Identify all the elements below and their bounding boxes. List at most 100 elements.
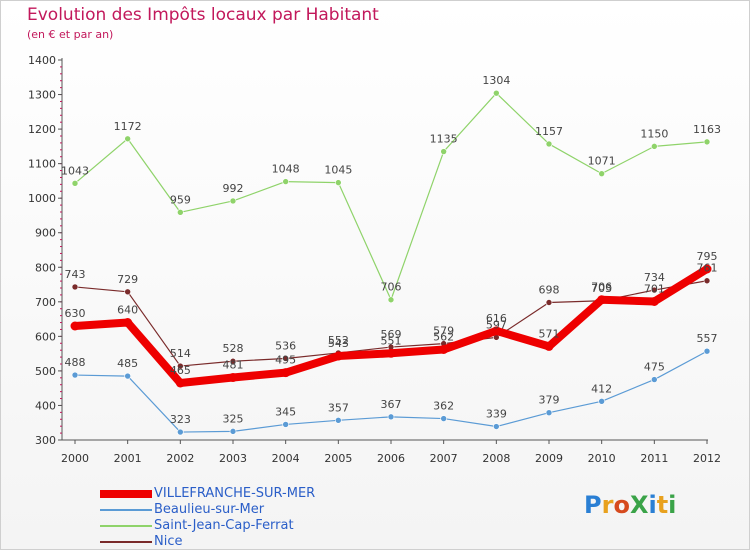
x-tick-label: 2000 xyxy=(61,452,89,465)
data-label-nice: 734 xyxy=(644,271,665,284)
point-nice xyxy=(282,355,289,362)
data-label-beaulieu-sur-mer: 379 xyxy=(539,394,560,407)
data-label-beaulieu-sur-mer: 357 xyxy=(328,401,349,414)
data-label-nice: 761 xyxy=(697,262,718,275)
data-label-nice: 579 xyxy=(433,325,454,338)
point-villefranche-sur-mer xyxy=(491,326,501,336)
data-labels-layer: 488 485 323 325 345 357 367 362 339 379 412 475 557 1… xyxy=(61,74,721,426)
data-label-saint-jean-cap-ferrat: 1045 xyxy=(324,164,352,177)
y-tick-label: 700 xyxy=(35,296,56,309)
data-label-villefranche-sur-mer: 571 xyxy=(539,327,560,340)
data-label-villefranche-sur-mer: 706 xyxy=(591,281,612,294)
data-label-villefranche-sur-mer: 562 xyxy=(433,330,454,343)
point-beaulieu-sur-mer xyxy=(387,413,395,421)
data-label-beaulieu-sur-mer: 362 xyxy=(433,400,454,413)
data-label-saint-jean-cap-ferrat: 959 xyxy=(170,193,191,206)
chart-title: Evolution des Impôts locaux par Habitant xyxy=(27,5,379,25)
point-saint-jean-cap-ferrat xyxy=(229,197,237,205)
data-label-villefranche-sur-mer: 543 xyxy=(328,337,349,350)
y-tick-label: 1200 xyxy=(28,123,56,136)
data-label-beaulieu-sur-mer: 345 xyxy=(275,405,296,418)
x-tick-label: 2012 xyxy=(693,452,721,465)
x-tick-label: 2002 xyxy=(166,452,194,465)
y-tick-label: 1100 xyxy=(28,158,56,171)
y-tick-label: 1400 xyxy=(28,54,56,67)
data-label-saint-jean-cap-ferrat: 1048 xyxy=(272,163,300,176)
point-saint-jean-cap-ferrat xyxy=(124,135,131,143)
point-beaulieu-sur-mer xyxy=(71,371,79,379)
point-saint-jean-cap-ferrat xyxy=(651,143,658,150)
series-layer xyxy=(70,89,712,436)
data-label-saint-jean-cap-ferrat: 992 xyxy=(223,182,244,195)
point-beaulieu-sur-mer xyxy=(177,428,184,436)
logo-letter: i xyxy=(648,491,657,519)
point-saint-jean-cap-ferrat xyxy=(545,140,553,148)
point-saint-jean-cap-ferrat xyxy=(387,296,395,304)
point-beaulieu-sur-mer xyxy=(124,372,131,380)
x-tick-label: 2009 xyxy=(535,452,563,465)
data-label-nice: 528 xyxy=(223,342,244,355)
point-saint-jean-cap-ferrat xyxy=(335,179,342,186)
y-tick-label: 600 xyxy=(35,330,56,343)
point-villefranche-sur-mer xyxy=(123,318,133,328)
point-saint-jean-cap-ferrat xyxy=(493,89,500,97)
x-tick-label: 2007 xyxy=(430,452,458,465)
legend-label: Nice xyxy=(154,534,183,549)
data-label-saint-jean-cap-ferrat: 1157 xyxy=(535,125,563,138)
data-label-villefranche-sur-mer: 630 xyxy=(65,307,86,320)
logo-letter: i xyxy=(668,491,677,519)
point-beaulieu-sur-mer xyxy=(229,428,237,435)
data-label-villefranche-sur-mer: 701 xyxy=(644,282,665,295)
legend-swatch xyxy=(100,509,152,511)
y-tick-label: 500 xyxy=(35,365,56,378)
data-label-nice: 536 xyxy=(275,339,296,352)
point-nice xyxy=(229,357,237,365)
point-saint-jean-cap-ferrat xyxy=(703,138,711,146)
legend-swatch xyxy=(100,525,152,527)
point-nice xyxy=(124,288,131,296)
point-saint-jean-cap-ferrat xyxy=(177,209,184,216)
data-label-beaulieu-sur-mer: 475 xyxy=(644,361,665,374)
data-label-villefranche-sur-mer: 616 xyxy=(486,312,507,325)
logo-letter: P xyxy=(584,491,602,519)
legend-swatch xyxy=(100,490,152,498)
point-villefranche-sur-mer xyxy=(386,348,396,358)
chart-subtitle: (en € et par an) xyxy=(27,28,114,41)
data-label-saint-jean-cap-ferrat: 1071 xyxy=(588,155,616,168)
point-beaulieu-sur-mer xyxy=(703,347,711,355)
data-label-beaulieu-sur-mer: 488 xyxy=(65,356,86,369)
axes: 300 400 500 600 700 800 900 1000 1100 1200 1300 140… xyxy=(28,54,721,465)
data-label-saint-jean-cap-ferrat: 1172 xyxy=(114,120,142,133)
point-villefranche-sur-mer xyxy=(702,264,712,274)
data-label-nice: 703 xyxy=(591,282,612,295)
point-beaulieu-sur-mer xyxy=(282,421,289,428)
point-villefranche-sur-mer xyxy=(70,321,80,331)
point-beaulieu-sur-mer xyxy=(440,415,447,422)
data-label-saint-jean-cap-ferrat: 1135 xyxy=(430,133,458,146)
data-label-beaulieu-sur-mer: 412 xyxy=(591,382,612,395)
point-villefranche-sur-mer xyxy=(439,344,449,354)
data-label-nice: 698 xyxy=(539,284,560,297)
data-label-beaulieu-sur-mer: 367 xyxy=(381,398,402,411)
proxiti-logo: ProXiti xyxy=(584,491,676,519)
data-label-nice: 597 xyxy=(486,318,507,331)
point-nice xyxy=(71,283,79,291)
logo-letter: r xyxy=(601,491,614,519)
point-saint-jean-cap-ferrat xyxy=(282,178,289,185)
point-beaulieu-sur-mer xyxy=(651,376,658,383)
data-label-beaulieu-sur-mer: 325 xyxy=(223,412,244,425)
y-tick-label: 1300 xyxy=(28,89,56,102)
point-saint-jean-cap-ferrat xyxy=(598,170,605,177)
data-label-saint-jean-cap-ferrat: 706 xyxy=(381,281,402,294)
point-beaulieu-sur-mer xyxy=(598,398,605,405)
point-nice xyxy=(703,277,711,285)
logo-letter: X xyxy=(629,491,649,519)
y-tick-label: 800 xyxy=(35,261,56,274)
x-tick-label: 2011 xyxy=(640,452,668,465)
x-tick-label: 2003 xyxy=(219,452,247,465)
data-label-villefranche-sur-mer: 640 xyxy=(117,304,138,317)
point-saint-jean-cap-ferrat xyxy=(440,148,447,155)
x-tick-label: 2008 xyxy=(482,452,510,465)
point-villefranche-sur-mer xyxy=(175,378,185,388)
